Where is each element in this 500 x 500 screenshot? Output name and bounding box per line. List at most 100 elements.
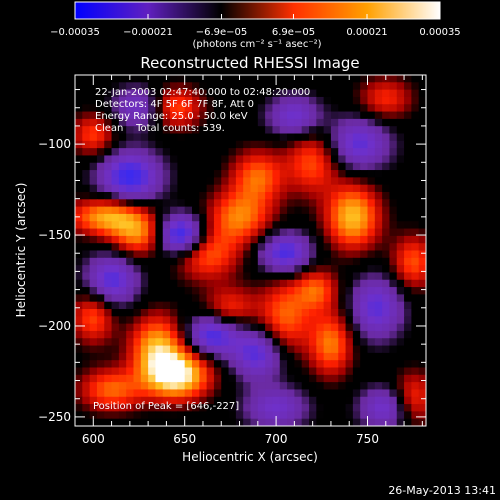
- heatmap-cell: [374, 360, 383, 369]
- heatmap-cell: [352, 192, 361, 200]
- heatmap-cell: [96, 389, 105, 398]
- heatmap-cell: [389, 126, 398, 135]
- heatmap-cell: [279, 228, 288, 237]
- colorbar-tick-label: 6.9e−05: [272, 27, 315, 38]
- heatmap-cell: [294, 323, 303, 332]
- heatmap-cell: [75, 82, 83, 91]
- heatmap-cell: [148, 155, 157, 164]
- heatmap-cell: [257, 243, 266, 252]
- heatmap-cell: [411, 367, 420, 376]
- heatmap-cell: [330, 104, 339, 113]
- heatmap-cell: [148, 184, 157, 193]
- heatmap-cell: [177, 287, 186, 295]
- heatmap-cell: [104, 257, 113, 266]
- heatmap-cell: [367, 177, 376, 186]
- heatmap-cell: [367, 330, 376, 339]
- heatmap-cell: [199, 265, 208, 274]
- heatmap-cell: [126, 323, 135, 332]
- heatmap-cell: [228, 265, 237, 274]
- heatmap-cell: [155, 148, 164, 157]
- heatmap-cell: [82, 309, 91, 317]
- heatmap-cell: [345, 345, 354, 354]
- heatmap-cell: [177, 352, 186, 361]
- heatmap-cell: [396, 89, 405, 98]
- heatmap-cell: [389, 199, 398, 208]
- heatmap-cell: [104, 360, 113, 369]
- heatmap-cell: [404, 374, 412, 383]
- heatmap-cell: [418, 345, 426, 354]
- heatmap-cell: [352, 104, 361, 113]
- heatmap-cell: [294, 111, 303, 120]
- heatmap-cell: [96, 170, 105, 178]
- heatmap-cell: [345, 316, 354, 325]
- heatmap-cell: [104, 148, 113, 157]
- heatmap-cell: [418, 294, 426, 303]
- heatmap-cell: [396, 126, 405, 135]
- heatmap-cell: [118, 96, 127, 105]
- heatmap-cell: [382, 206, 391, 215]
- heatmap-cell: [206, 323, 215, 332]
- heatmap-cell: [367, 272, 376, 281]
- heatmap-cell: [213, 243, 222, 252]
- heatmap-cell: [411, 257, 420, 266]
- heatmap-cell: [272, 330, 281, 339]
- heatmap-cell: [316, 272, 325, 281]
- heatmap-cell: [309, 89, 317, 98]
- heatmap-cell: [330, 257, 339, 266]
- heatmap-cell: [206, 104, 215, 113]
- heatmap-cell: [396, 250, 405, 259]
- heatmap-cell: [352, 140, 361, 149]
- heatmap-cell: [82, 374, 91, 383]
- heatmap-cell: [104, 170, 113, 178]
- heatmap-cell: [411, 140, 420, 149]
- heatmap-cell: [360, 330, 369, 339]
- heatmap-cell: [411, 309, 420, 317]
- heatmap-cell: [294, 418, 303, 426]
- heatmap-cell: [162, 301, 171, 310]
- heatmap-cell: [272, 250, 281, 259]
- heatmap-cell: [133, 301, 142, 310]
- heatmap-cell: [96, 177, 105, 186]
- heatmap-cell: [265, 382, 274, 391]
- heatmap-cell: [352, 184, 361, 193]
- heatmap-cell: [228, 133, 237, 142]
- heatmap-cell: [309, 140, 317, 149]
- heatmap-cell: [221, 294, 230, 303]
- heatmap-cell: [148, 111, 157, 120]
- heatmap-cell: [257, 374, 266, 383]
- heatmap-cell: [170, 243, 178, 252]
- heatmap-cell: [250, 272, 259, 281]
- heatmap-cell: [133, 82, 142, 91]
- heatmap-cell: [170, 382, 178, 391]
- heatmap-cell: [148, 213, 157, 222]
- heatmap-cell: [170, 111, 178, 120]
- heatmap-cell: [287, 418, 295, 426]
- heatmap-cell: [265, 250, 274, 259]
- heatmap-cell: [404, 301, 412, 310]
- x-tick-label: 700: [265, 432, 288, 446]
- heatmap-cell: [104, 309, 113, 317]
- heatmap-cell: [221, 228, 230, 237]
- heatmap-cell: [104, 294, 113, 303]
- heatmap-cell: [155, 323, 164, 332]
- heatmap-cell: [192, 133, 200, 142]
- heatmap-cell: [133, 265, 142, 274]
- heatmap-cell: [170, 170, 178, 178]
- heatmap-cell: [199, 170, 208, 178]
- heatmap-cell: [148, 316, 157, 325]
- heatmap-cell: [257, 360, 266, 369]
- heatmap-cell: [199, 162, 208, 171]
- heatmap-cell: [118, 213, 127, 222]
- heatmap-cell: [396, 272, 405, 281]
- heatmap-cell: [396, 404, 405, 412]
- heatmap-cell: [389, 228, 398, 237]
- heatmap-cell: [111, 199, 120, 208]
- heatmap-cell: [162, 96, 171, 105]
- heatmap-cell: [82, 287, 91, 295]
- heatmap-cell: [330, 96, 339, 105]
- heatmap-cell: [96, 221, 105, 230]
- heatmap-cell: [177, 148, 186, 157]
- heatmap-cell: [257, 352, 266, 361]
- heatmap-cell: [221, 170, 230, 178]
- heatmap-cell: [374, 243, 383, 252]
